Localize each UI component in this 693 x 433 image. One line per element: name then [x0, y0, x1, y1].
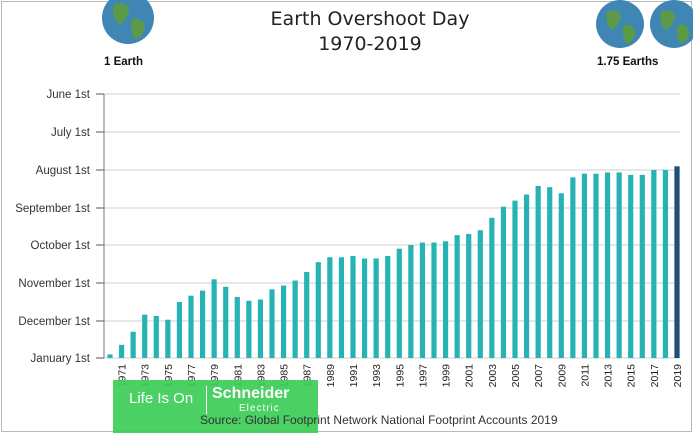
- bar-2007: [535, 185, 541, 358]
- y-tick-label: December 1st: [18, 316, 90, 328]
- bar-1970: [107, 354, 113, 358]
- x-tick-label: 2009: [556, 364, 568, 388]
- bar-2001: [466, 233, 472, 358]
- bar-1989: [327, 257, 333, 358]
- y-tick-label: September 1st: [15, 203, 91, 215]
- bar-2000: [454, 235, 460, 358]
- y-tick-label: June 1st: [47, 89, 91, 101]
- x-tick-label: 1999: [441, 364, 453, 388]
- left-globe-label: 1 Earth: [104, 56, 143, 68]
- bar-1983: [257, 299, 264, 358]
- bar-1973: [142, 314, 148, 358]
- globe-land: [113, 3, 130, 25]
- bar-1985: [280, 285, 287, 358]
- x-tick-label: 1991: [348, 364, 360, 388]
- x-tick-label: 1995: [394, 364, 406, 388]
- bar-2018: [662, 170, 669, 358]
- x-tick-label: 2005: [510, 364, 522, 388]
- brand-name: Schneider: [212, 385, 290, 402]
- x-tick-label: 2017: [649, 364, 661, 388]
- y-tick-label: November 1st: [18, 278, 90, 290]
- bar-2017: [651, 170, 657, 358]
- bar-2015: [628, 174, 634, 358]
- bar-2011: [581, 173, 588, 358]
- bar-1972: [130, 331, 136, 358]
- y-tick-label: July 1st: [51, 127, 91, 139]
- source-note: Source: Global Footprint Network Nationa…: [200, 413, 558, 427]
- bar-2006: [523, 194, 530, 358]
- bar-1988: [315, 262, 321, 358]
- earth-icon: [596, 0, 644, 48]
- bar-1981: [234, 296, 240, 358]
- y-tick-label: January 1st: [31, 353, 91, 365]
- bar-1997: [419, 242, 426, 358]
- bar-1996: [408, 245, 414, 358]
- bar-1982: [246, 300, 252, 358]
- globe-land: [606, 10, 622, 30]
- bar-1992: [361, 258, 368, 358]
- bar-1984: [269, 289, 275, 358]
- bar-1971: [118, 344, 125, 358]
- bar-1976: [176, 302, 183, 358]
- bar-1978: [199, 290, 206, 358]
- bar-2012: [593, 173, 599, 358]
- x-tick-label: 1993: [371, 364, 383, 388]
- bar-2016: [639, 174, 645, 358]
- bar-1987: [304, 271, 310, 358]
- bar-2004: [500, 206, 507, 358]
- x-tick-label: 1997: [417, 364, 429, 388]
- x-tick-label: 2019: [672, 364, 684, 388]
- bar-2013: [604, 172, 611, 358]
- brand-tagline: Life Is On: [129, 390, 194, 407]
- globe-land: [131, 18, 145, 39]
- bar-1986: [292, 280, 298, 358]
- bar-1980: [223, 286, 229, 358]
- globe-land: [622, 24, 636, 44]
- brand-divider: [206, 386, 207, 414]
- x-tick-label: 2015: [626, 364, 638, 388]
- x-tick-label: 2013: [603, 364, 615, 388]
- brand-sub: Electric: [239, 403, 280, 414]
- x-tick-label: 2001: [464, 364, 476, 388]
- x-tick-label: 2011: [579, 364, 591, 387]
- bar-1999: [442, 241, 449, 358]
- brand-banner: Life Is On Schneider Electric: [113, 380, 318, 433]
- bar-1990: [338, 257, 345, 358]
- bar-2009: [558, 193, 564, 358]
- bar-1975: [165, 319, 171, 358]
- bar-2010: [570, 177, 576, 358]
- bar-1977: [188, 295, 194, 358]
- bar-1974: [153, 315, 159, 358]
- bar-2008: [547, 187, 553, 358]
- globe-land: [676, 24, 690, 44]
- bar-2014: [616, 172, 622, 358]
- chart-title-line1: Earth Overshoot Day: [270, 8, 470, 30]
- y-tick-label: August 1st: [36, 165, 91, 177]
- chart-title-line2: 1970-2019: [318, 33, 422, 55]
- bar-1998: [431, 242, 437, 358]
- bar-1995: [396, 248, 402, 358]
- bar-2005: [512, 200, 518, 358]
- globe-ocean: [596, 0, 644, 48]
- earth-icon: [650, 0, 693, 48]
- globe-land: [660, 10, 676, 30]
- y-tick-label: October 1st: [31, 240, 91, 252]
- bar-2002: [477, 230, 483, 358]
- bar-1993: [373, 258, 379, 358]
- right-globe-label: 1.75 Earths: [597, 56, 659, 68]
- bar-1994: [385, 256, 391, 358]
- bar-2003: [489, 217, 495, 358]
- x-tick-label: 2007: [533, 364, 545, 388]
- x-tick-label: 2003: [487, 364, 499, 388]
- bar-1991: [350, 256, 356, 358]
- globe-ocean: [102, 0, 154, 44]
- earth-icon: [102, 0, 154, 44]
- bar-1979: [211, 279, 217, 358]
- bar-2019: [674, 166, 680, 358]
- x-tick-label: 1989: [325, 364, 337, 388]
